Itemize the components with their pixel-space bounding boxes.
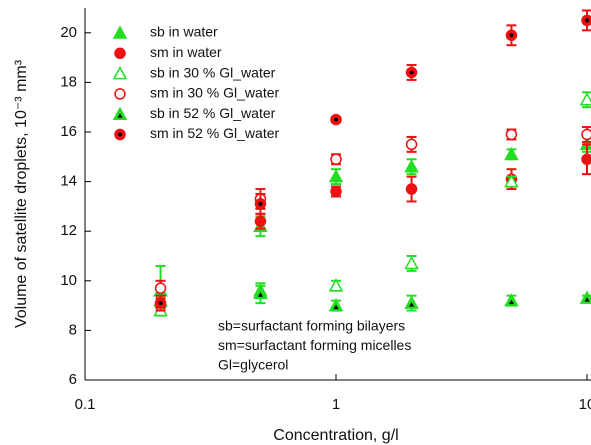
legend-label: sm in 52 % Gl_water bbox=[150, 125, 279, 141]
point-core bbox=[257, 292, 263, 297]
point-core bbox=[258, 201, 263, 206]
y-tick-label: 6 bbox=[69, 371, 77, 388]
y-tick-label: 12 bbox=[60, 222, 77, 239]
point bbox=[581, 153, 591, 166]
legend-marker bbox=[114, 47, 126, 60]
point bbox=[579, 92, 591, 106]
legend-label: sm in 30 % Gl_water bbox=[150, 85, 279, 101]
x-tick-label: 1 bbox=[332, 396, 340, 413]
legend-marker-core bbox=[118, 132, 122, 137]
point bbox=[505, 128, 518, 141]
point bbox=[254, 215, 267, 228]
x-tick-label: 0.1 bbox=[75, 396, 96, 413]
point bbox=[404, 159, 419, 173]
legend-marker-core bbox=[117, 113, 123, 118]
legend-marker bbox=[112, 25, 128, 39]
legend-label: sb in 52 % Gl_water bbox=[150, 105, 276, 121]
point-core bbox=[509, 33, 514, 38]
annotation: sb=surfactant forming bilayers bbox=[218, 318, 405, 334]
y-tick-label: 16 bbox=[60, 123, 77, 140]
y-tick-label: 20 bbox=[60, 24, 77, 41]
x-tick-label: 10 bbox=[579, 396, 591, 413]
point-core bbox=[409, 70, 414, 75]
y-axis-label: Volume of satellite droplets, 10⁻³ mm³ bbox=[13, 59, 30, 328]
y-tick-label: 8 bbox=[69, 321, 77, 338]
point bbox=[581, 128, 591, 141]
point bbox=[330, 185, 342, 198]
point bbox=[328, 278, 344, 292]
y-tick-label: 18 bbox=[60, 73, 77, 90]
annotation: Gl=glycerol bbox=[218, 357, 288, 373]
point bbox=[328, 169, 344, 183]
annotation: sm=surfactant forming micelles bbox=[218, 337, 411, 353]
point-core bbox=[585, 18, 589, 23]
point-core bbox=[409, 302, 415, 307]
y-tick-label: 10 bbox=[60, 272, 77, 289]
legend-label: sb in 30 % Gl_water bbox=[150, 64, 276, 80]
point bbox=[404, 255, 419, 270]
legend-label: sb in water bbox=[150, 24, 218, 40]
point-core bbox=[334, 117, 338, 122]
legend-label: sm in water bbox=[150, 44, 222, 60]
point-core bbox=[333, 304, 339, 310]
point bbox=[154, 282, 167, 294]
point-core bbox=[584, 297, 590, 302]
point-core bbox=[508, 299, 514, 305]
point-core bbox=[158, 301, 163, 306]
point bbox=[504, 146, 519, 161]
point bbox=[405, 138, 418, 151]
legend-marker bbox=[112, 66, 128, 80]
point bbox=[330, 153, 342, 166]
point bbox=[504, 174, 519, 188]
y-tick-label: 14 bbox=[60, 173, 77, 190]
point bbox=[405, 183, 418, 195]
x-axis-label: Concentration, g/l bbox=[273, 427, 398, 444]
legend-marker bbox=[114, 88, 126, 100]
